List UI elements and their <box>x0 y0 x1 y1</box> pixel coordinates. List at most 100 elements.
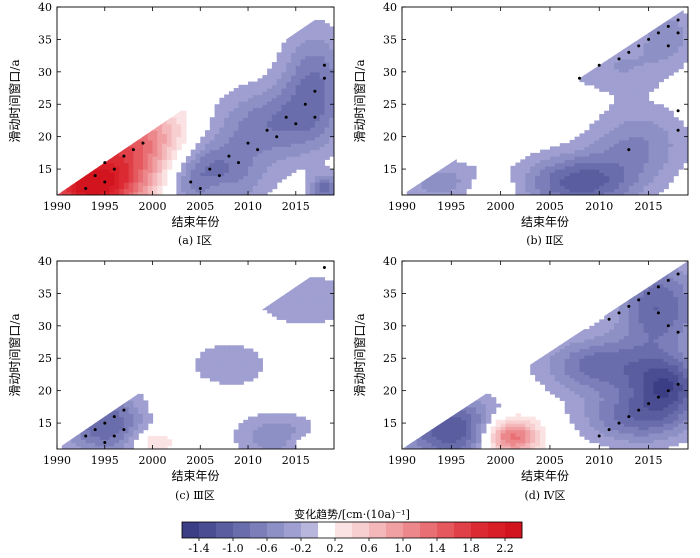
trend-cell <box>99 419 106 424</box>
trend-cell <box>162 123 168 128</box>
trend-cell <box>95 185 101 190</box>
trend-cell <box>119 159 125 164</box>
trend-cell <box>411 429 418 434</box>
x-tick-label: 1990 <box>388 200 416 213</box>
trend-cell <box>466 400 472 405</box>
trend-cell <box>535 364 541 369</box>
trend-cell <box>57 149 63 154</box>
trend-cell <box>628 55 635 60</box>
trend-cell <box>162 107 168 112</box>
trend-cell <box>329 175 334 180</box>
trend-cell <box>248 117 254 122</box>
trend-cell <box>243 442 249 447</box>
trend-cell <box>286 159 292 164</box>
trend-cell <box>451 390 457 395</box>
trend-cell <box>638 146 645 151</box>
trend-cell <box>104 117 111 122</box>
trend-cell <box>648 169 655 173</box>
trend-cell <box>520 432 526 437</box>
trend-cell <box>545 165 551 170</box>
trend-cell <box>252 439 259 444</box>
trend-cell <box>314 312 321 317</box>
trend-cell <box>678 36 684 41</box>
trend-cell <box>205 367 211 372</box>
trend-cell <box>485 400 492 405</box>
trend-cell <box>604 377 610 382</box>
trend-cell <box>133 406 139 411</box>
trend-cell <box>271 149 278 154</box>
trend-cell <box>119 188 125 193</box>
trend-cell <box>569 393 576 398</box>
trend-cell <box>466 397 472 401</box>
trend-cell <box>579 75 586 79</box>
trend-cell <box>248 146 254 151</box>
trend-cell <box>594 178 600 183</box>
trend-cell <box>678 149 684 154</box>
trend-cell <box>147 178 154 183</box>
trend-cell <box>142 172 149 177</box>
trend-cell <box>190 162 197 167</box>
trend-cell <box>663 26 669 31</box>
trend-cell <box>66 393 72 398</box>
trend-cell <box>475 413 482 418</box>
trend-cell <box>300 143 306 147</box>
trend-cell <box>267 136 273 141</box>
trend-cell <box>281 309 287 314</box>
trend-cell <box>633 110 640 115</box>
trend-cell <box>314 91 321 96</box>
trend-cell <box>643 71 650 76</box>
trend-cell <box>628 130 635 135</box>
trend-cell <box>623 71 630 76</box>
trend-cell <box>441 178 447 183</box>
trend-cell <box>653 42 660 47</box>
trend-cell <box>123 139 130 144</box>
trend-cell <box>584 172 590 177</box>
trend-cell <box>262 306 268 311</box>
trend-cell <box>128 152 135 157</box>
trend-cell <box>683 13 688 18</box>
trend-cell <box>114 445 120 449</box>
trend-cell <box>300 162 306 167</box>
trend-cell <box>411 410 418 414</box>
trend-cell <box>257 445 263 449</box>
trend-cell <box>238 348 244 353</box>
trend-cell <box>658 178 664 183</box>
trend-cell <box>66 445 72 449</box>
trend-cell <box>673 23 679 28</box>
trend-cell <box>123 133 130 138</box>
trend-cell <box>466 410 472 414</box>
trend-cell <box>314 49 321 53</box>
trend-cell <box>243 185 249 190</box>
trend-cell <box>574 342 581 346</box>
trend-cell <box>421 182 428 186</box>
trend-cell <box>295 45 302 50</box>
trend-cell <box>214 139 220 144</box>
trend-cell <box>71 390 77 395</box>
trend-cell <box>257 84 263 89</box>
trend-cell <box>138 139 144 144</box>
trend-cell <box>233 374 240 379</box>
trend-cell <box>262 290 268 295</box>
trend-cell <box>599 55 605 60</box>
trend-cell <box>205 185 211 190</box>
trend-cell <box>128 172 135 177</box>
trend-cell <box>324 36 330 41</box>
trend-cell <box>300 316 306 320</box>
trend-cell <box>80 429 87 434</box>
x-axis-label: 结束年份 <box>171 215 219 229</box>
trend-cell <box>295 71 302 76</box>
trend-cell <box>599 325 605 330</box>
trend-cell <box>181 185 187 190</box>
trend-cell <box>71 400 77 405</box>
trend-cell <box>658 23 664 28</box>
trend-cell <box>633 75 640 79</box>
trend-cell <box>559 156 566 160</box>
trend-cell <box>267 78 273 83</box>
trend-cell <box>614 84 620 89</box>
trend-cell <box>109 432 115 437</box>
trend-cell <box>648 45 655 50</box>
trend-cell <box>276 107 283 112</box>
trend-cell <box>305 101 311 105</box>
trend-cell <box>599 355 605 359</box>
trend-cell <box>579 65 586 70</box>
